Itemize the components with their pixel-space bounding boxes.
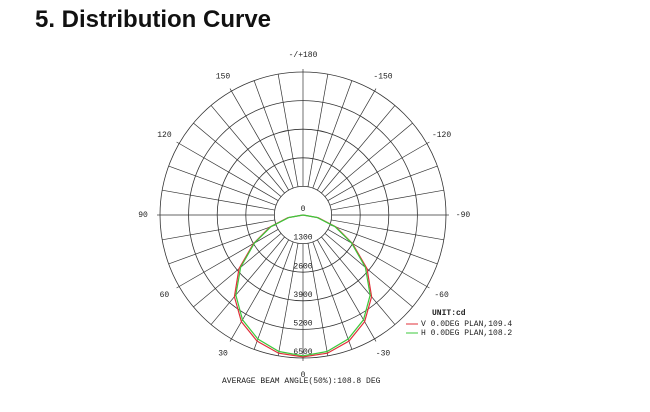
r-tick-label: 0 — [301, 205, 306, 214]
r-tick-label: 1300 — [293, 234, 312, 243]
angle-label: 120 — [157, 131, 172, 140]
ring — [216, 128, 390, 302]
page-title: 5. Distribution Curve — [35, 6, 272, 33]
angle-label: 60 — [160, 291, 170, 300]
angle-tick — [229, 88, 232, 92]
angle-label: 0 — [301, 371, 306, 380]
ring — [245, 157, 361, 273]
angle-label: -120 — [432, 131, 451, 140]
angle-tick — [229, 338, 232, 342]
angle-label: 30 — [218, 350, 228, 359]
angle-label: 90 — [138, 211, 148, 220]
angle-label: -/+180 — [289, 51, 318, 60]
angle-tick — [176, 141, 180, 144]
angle-tick — [374, 88, 377, 92]
r-tick-label: 2600 — [293, 262, 312, 271]
r-tick-label: 6500 — [293, 348, 312, 357]
angle-label: -30 — [376, 350, 391, 359]
angle-tick — [426, 141, 430, 144]
angle-label: 150 — [216, 73, 231, 82]
footer-note: AVERAGE BEAM ANGLE(50%):108.8 DEG — [222, 377, 381, 386]
angle-tick — [426, 286, 430, 289]
legend-label: V 0.0DEG PLAN,109.4 — [421, 320, 512, 329]
unit-label: UNIT:cd — [432, 309, 466, 318]
angle-tick — [374, 338, 377, 342]
ring — [273, 185, 332, 244]
r-tick-label: 3900 — [293, 291, 312, 300]
angle-tick — [176, 286, 180, 289]
angle-label: -150 — [373, 73, 392, 82]
ring — [188, 100, 418, 330]
angle-label: -90 — [456, 211, 471, 220]
r-tick-label: 5200 — [293, 320, 312, 329]
angle-label: -60 — [434, 291, 449, 300]
intensity-curve — [235, 214, 371, 357]
legend-label: H 0.0DEG PLAN,108.2 — [421, 329, 512, 338]
